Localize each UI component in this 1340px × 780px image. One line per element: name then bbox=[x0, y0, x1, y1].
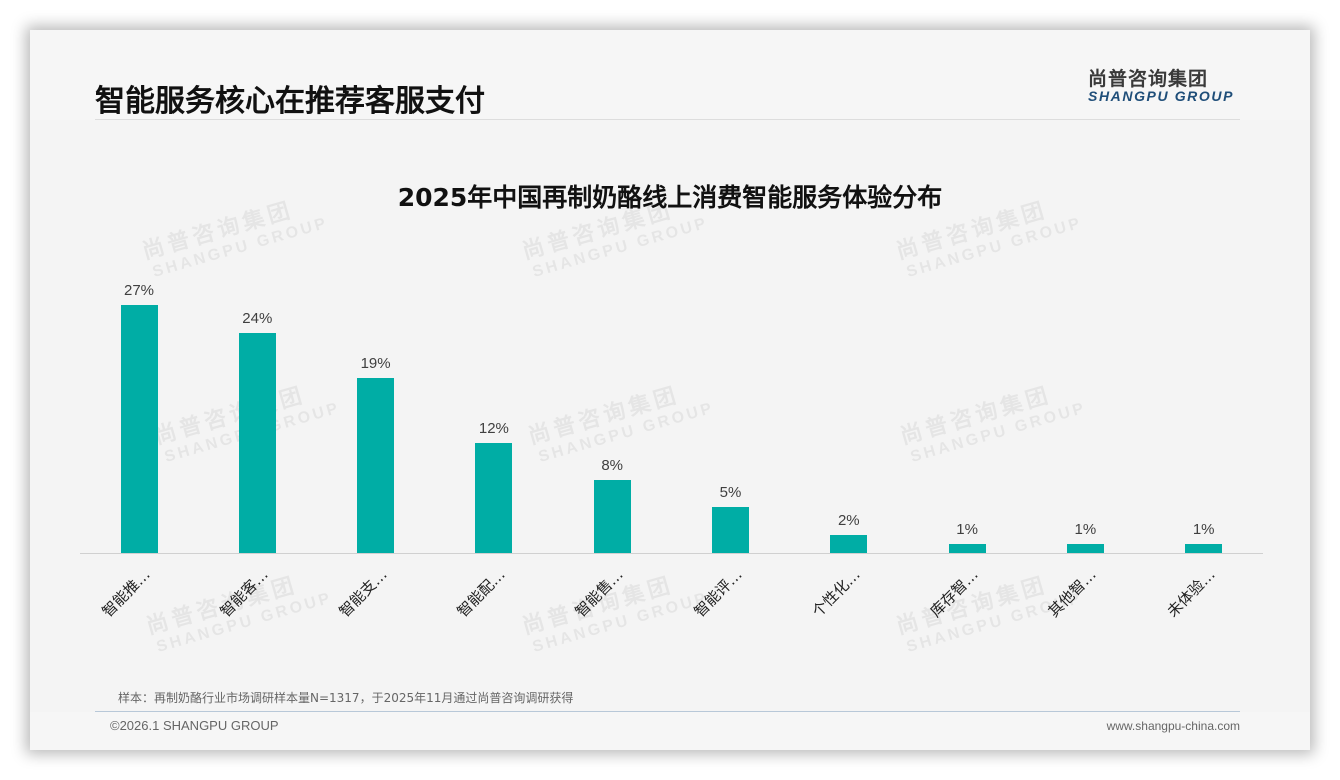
bar-value-label: 5% bbox=[719, 484, 742, 501]
header-band bbox=[30, 30, 1310, 120]
bar-value-label: 1% bbox=[1192, 521, 1215, 538]
logo-chinese: 尚普咨询集团 bbox=[1088, 68, 1209, 90]
bar-value-label: 1% bbox=[956, 521, 978, 538]
x-tick-label: 智能推… bbox=[98, 565, 154, 621]
bar-value-label: 2% bbox=[837, 512, 860, 529]
bar bbox=[712, 507, 749, 553]
chart-title: 2025年中国再制奶酪线上消费智能服务体验分布 bbox=[397, 183, 943, 212]
watermark-cn: 尚普咨询集团 bbox=[897, 382, 1055, 450]
logo-english: SHANGPU GROUP bbox=[1088, 88, 1235, 104]
website-url: www.shangpu-china.com bbox=[1106, 719, 1240, 733]
page-title: 智能服务核心在推荐客服支付 bbox=[95, 84, 485, 119]
watermark-en: SHANGPU GROUP bbox=[904, 214, 1085, 281]
x-tick-label: 智能客… bbox=[216, 565, 273, 621]
x-axis-line bbox=[80, 553, 1263, 554]
watermark: 尚普咨询集团 SHANGPU GROUP bbox=[896, 369, 1089, 468]
watermark-en: SHANGPU GROUP bbox=[908, 399, 1089, 466]
bar-value-label: 19% bbox=[360, 355, 391, 372]
bar bbox=[830, 535, 868, 553]
bar bbox=[475, 443, 513, 553]
bar bbox=[1185, 544, 1223, 553]
bar-value-label: 1% bbox=[1074, 521, 1097, 538]
footer-band bbox=[30, 712, 1310, 750]
bar bbox=[120, 305, 158, 553]
x-tick-label: 智能评… bbox=[690, 565, 746, 621]
watermark: 尚普咨询集团 SHANGPU GROUP bbox=[524, 369, 717, 468]
x-tick-label: 其他智… bbox=[1044, 565, 1101, 621]
bar bbox=[357, 378, 395, 553]
x-tick-label: 智能配… bbox=[453, 565, 509, 621]
watermark-cn: 尚普咨询集团 bbox=[525, 382, 683, 450]
x-tick-label: 库存智… bbox=[926, 565, 982, 621]
x-tick-label: 个性化… bbox=[808, 565, 864, 621]
bar-value-label: 8% bbox=[601, 457, 624, 474]
watermark-en: SHANGPU GROUP bbox=[150, 214, 331, 281]
watermark-en: SHANGPU GROUP bbox=[530, 214, 711, 281]
copyright-text: ©2026.1 SHANGPU GROUP bbox=[110, 718, 279, 733]
bar bbox=[593, 480, 631, 553]
source-note: 样本：再制奶酪行业市场调研样本量N=1317，于2025年11月通过尚普咨询调研… bbox=[118, 691, 574, 705]
x-tick-label: 未体验… bbox=[1163, 565, 1219, 621]
bar bbox=[948, 544, 986, 553]
bar-value-label: 24% bbox=[242, 310, 273, 327]
x-tick-label: 智能售… bbox=[571, 565, 627, 621]
slide: 智能服务核心在推荐客服支付 尚普咨询集团 SHANGPU GROUP 尚普咨询集… bbox=[30, 30, 1310, 750]
footer-divider bbox=[95, 711, 1240, 712]
x-tick-label: 智能支… bbox=[335, 565, 391, 621]
bar bbox=[1066, 544, 1104, 553]
header-divider bbox=[95, 119, 1240, 120]
bar-value-label: 27% bbox=[123, 282, 155, 299]
bar-value-label: 12% bbox=[478, 420, 509, 437]
bar bbox=[238, 333, 276, 553]
